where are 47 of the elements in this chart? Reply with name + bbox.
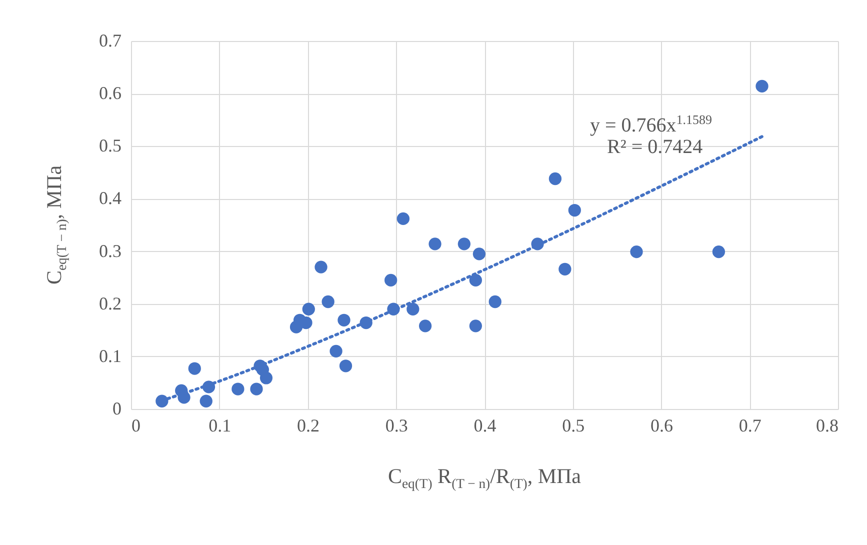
x-tick-label: 0.1 xyxy=(208,416,232,436)
y-tick-label: 0.3 xyxy=(99,240,122,261)
point xyxy=(548,172,562,186)
point xyxy=(418,320,432,332)
x-tick-label: 0 xyxy=(132,416,140,436)
point xyxy=(314,260,328,274)
x-tick-label: 0.3 xyxy=(385,416,408,436)
point xyxy=(756,80,768,93)
point xyxy=(630,246,643,258)
point xyxy=(469,274,482,287)
x-tick-label: 0.5 xyxy=(562,416,585,436)
y-tick-label: 0.6 xyxy=(99,83,122,104)
point xyxy=(200,394,212,408)
point xyxy=(558,262,572,276)
y-tick-label: 0.5 xyxy=(99,136,122,156)
x-axis-title: C$_{eq(T)}$ R$_{(T − n)}$/R$_{(T)}$, МПа xyxy=(388,464,582,492)
point xyxy=(712,246,726,258)
point xyxy=(428,238,442,250)
x-tick-label: 0.6 xyxy=(650,416,673,436)
point xyxy=(469,320,482,332)
point xyxy=(232,382,244,396)
y-tick-label: 0.2 xyxy=(99,293,122,314)
point xyxy=(188,362,201,375)
point xyxy=(338,314,350,326)
y-tick-label: 0.1 xyxy=(99,346,122,366)
x-tick-label: 0.2 xyxy=(297,416,320,436)
x-tick-label: 0.4 xyxy=(474,416,496,436)
point xyxy=(260,372,273,384)
point xyxy=(406,302,420,316)
x-tick-label: 0.7 xyxy=(738,416,762,436)
point xyxy=(302,302,315,316)
point xyxy=(250,382,263,396)
point xyxy=(568,204,581,217)
point xyxy=(330,344,342,358)
y-tick-label: 0 xyxy=(112,398,122,418)
y-tick-label: 0.4 xyxy=(99,188,122,208)
annotation: R² = 0.7424 xyxy=(607,136,703,159)
point xyxy=(458,238,470,250)
x-tick-label: 0.8 xyxy=(816,416,838,436)
point xyxy=(339,360,352,372)
point xyxy=(396,212,410,226)
point xyxy=(472,248,486,260)
point xyxy=(322,295,334,308)
point xyxy=(488,295,502,308)
y-tick-label: 0.7 xyxy=(99,30,122,50)
annotation: y = 0.766x$^{1.1589}$ xyxy=(590,112,712,138)
point xyxy=(384,274,398,287)
